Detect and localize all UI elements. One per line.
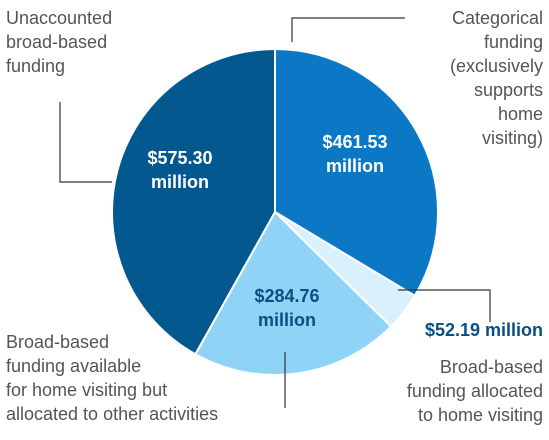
leader-line [59,102,112,183]
value-label: $284.76 million [254,286,320,330]
leader-line [398,289,491,322]
category-label: Broad-based funding available for home v… [6,332,219,424]
category-label: Unaccounted broad-based funding [6,8,113,76]
value-label: $575.30 million [147,148,213,192]
category-label: Broad-based funding allocated to home vi… [406,357,543,425]
value-label: $52.19 million [424,320,543,340]
pie-slice [111,47,276,356]
pie-slice [194,210,393,376]
leader-line [291,17,405,42]
pie-slice [274,47,439,298]
category-label: Categorical funding (exclusively support… [449,8,543,148]
value-label: $461.53 million [322,132,388,176]
